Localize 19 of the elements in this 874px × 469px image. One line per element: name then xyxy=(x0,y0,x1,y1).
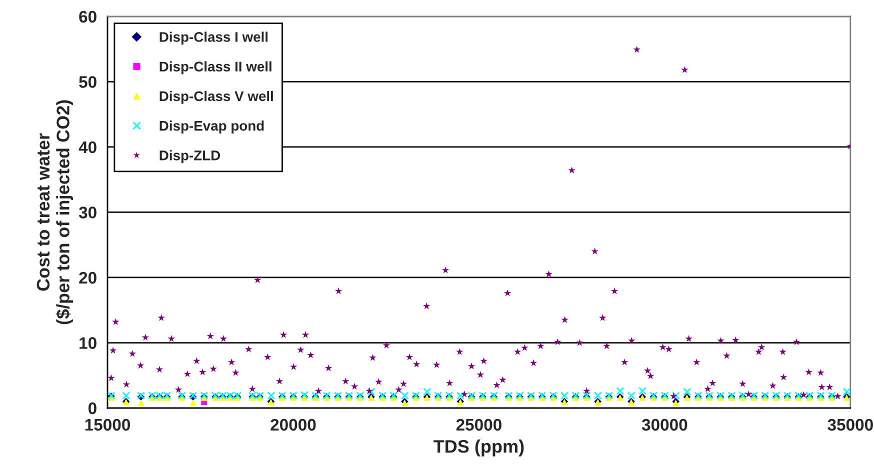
x-tick-label: 15000 xyxy=(85,418,130,431)
y-tick-label: 50 xyxy=(79,76,96,88)
legend-label: Disp-Class I well xyxy=(160,32,268,45)
y-tick-label: 0 xyxy=(88,402,96,414)
y-axis-title: Cost to treat water ($/per ton of injected CO2) xyxy=(36,100,73,324)
x-tick-label: 30000 xyxy=(642,418,688,431)
y-tick-label: 30 xyxy=(78,206,96,218)
y-tick-label: 40 xyxy=(78,141,96,154)
legend-label: Disp-Class II well xyxy=(160,61,272,74)
y-tick-label: 60 xyxy=(79,10,96,23)
legend-label: Disp-Class V well xyxy=(160,90,273,104)
y-tick-label: 20 xyxy=(79,272,96,284)
x-tick-label: 35000 xyxy=(828,418,873,431)
legend-label: Disp-ZLD xyxy=(160,150,220,164)
legend-label: Disp-Evap pond xyxy=(160,120,264,134)
x-axis-title: TDS (ppm) xyxy=(434,440,524,456)
x-tick-label: 20000 xyxy=(270,418,316,431)
y-tick-label: 10 xyxy=(80,337,96,349)
x-tick-label: 25000 xyxy=(456,418,502,431)
